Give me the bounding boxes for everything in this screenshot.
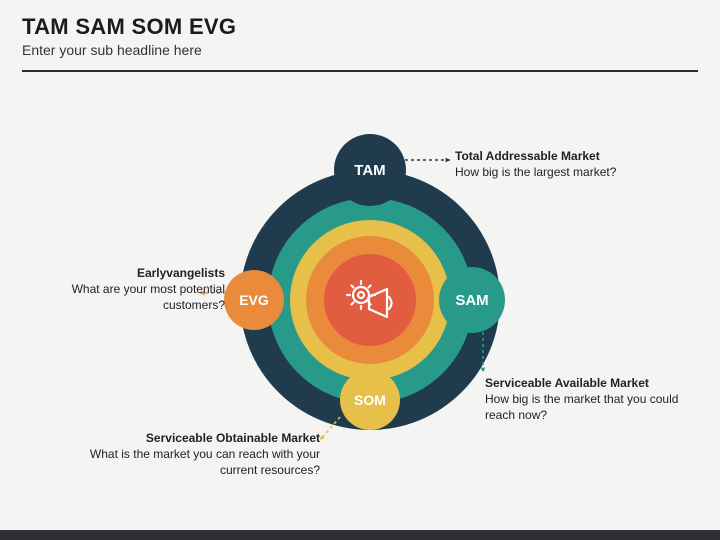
node-som-label: SOM bbox=[354, 392, 386, 408]
node-evg: EVG bbox=[224, 270, 284, 330]
annotation-tam-text: How big is the largest market? bbox=[455, 164, 675, 180]
annotation-sam: Serviceable Available MarketHow big is t… bbox=[485, 375, 690, 424]
node-tam: TAM bbox=[334, 134, 406, 206]
node-evg-label: EVG bbox=[239, 292, 269, 308]
annotation-som-title: Serviceable Obtainable Market bbox=[85, 430, 320, 446]
annotation-tam-title: Total Addressable Market bbox=[455, 148, 675, 164]
annotation-evg-title: Earlyvangelists bbox=[55, 265, 225, 281]
bottom-bar bbox=[0, 530, 720, 540]
node-som: SOM bbox=[340, 370, 400, 430]
annotation-som-text: What is the market you can reach with yo… bbox=[85, 446, 320, 478]
node-tam-label: TAM bbox=[354, 162, 385, 179]
annotation-evg: EarlyvangelistsWhat are your most potent… bbox=[55, 265, 225, 314]
node-sam-label: SAM bbox=[455, 292, 488, 309]
annotation-som: Serviceable Obtainable MarketWhat is the… bbox=[85, 430, 320, 479]
arrow-tam bbox=[399, 154, 456, 166]
megaphone-gear-icon bbox=[343, 273, 397, 327]
node-sam: SAM bbox=[439, 267, 505, 333]
annotation-sam-text: How big is the market that you could rea… bbox=[485, 391, 690, 423]
diagram-canvas: TAMSAMSOMEVGTotal Addressable MarketHow … bbox=[0, 0, 720, 540]
annotation-sam-title: Serviceable Available Market bbox=[485, 375, 690, 391]
annotation-evg-text: What are your most potential customers? bbox=[55, 281, 225, 313]
annotation-tam: Total Addressable MarketHow big is the l… bbox=[455, 148, 675, 180]
